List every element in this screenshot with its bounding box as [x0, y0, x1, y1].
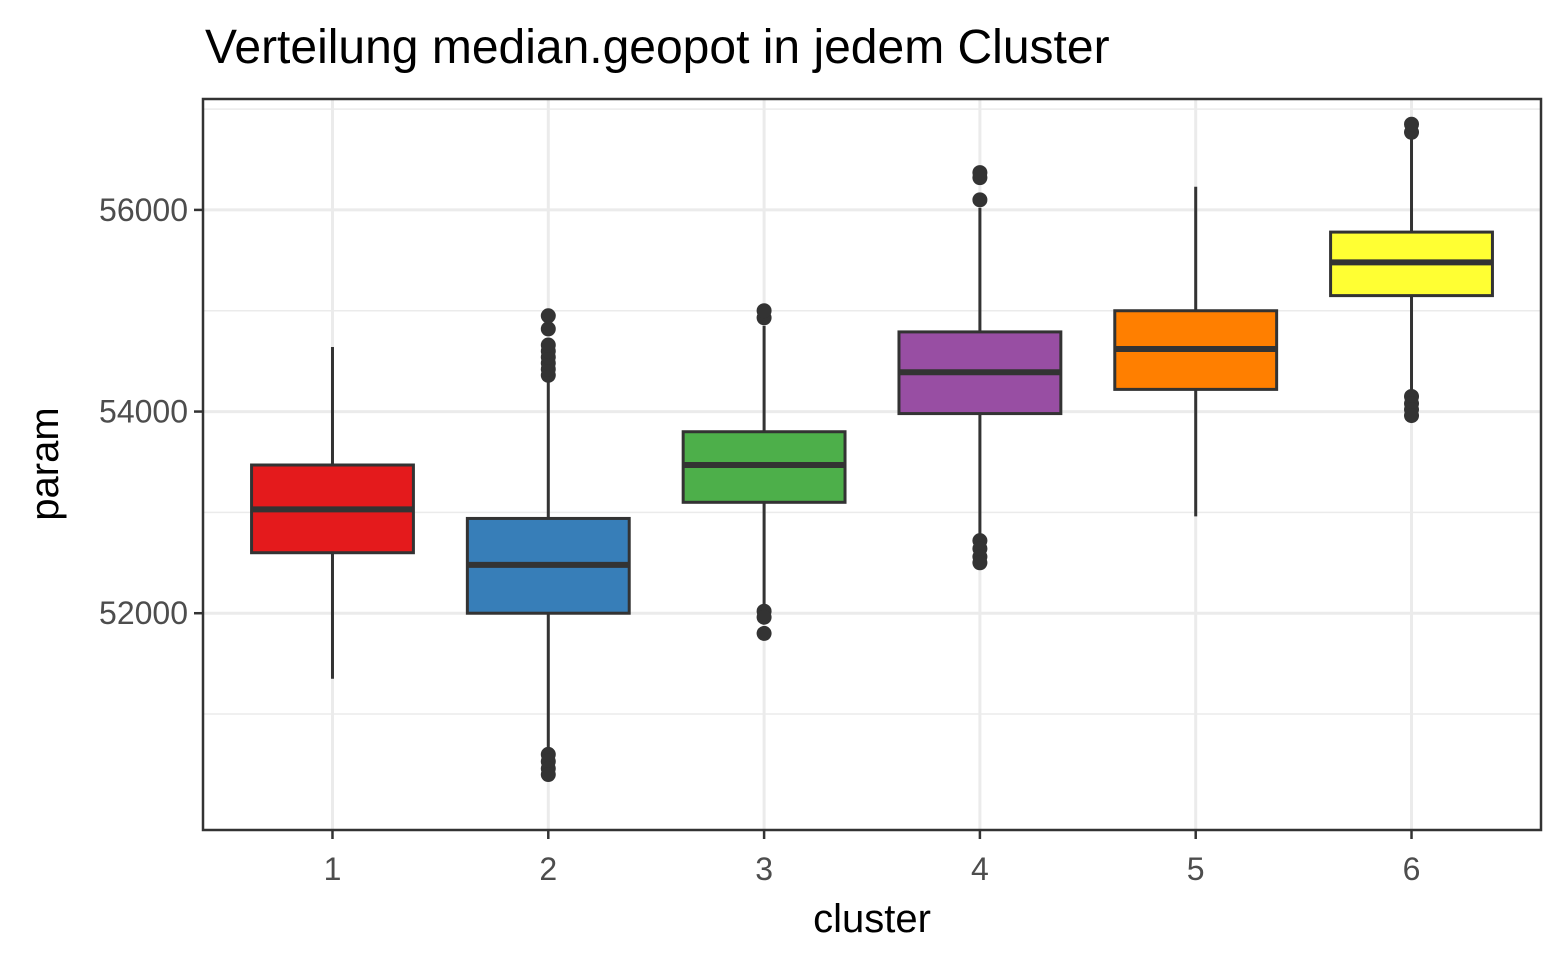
- outlier-point: [1404, 408, 1420, 424]
- outlier-point: [540, 321, 556, 337]
- outlier-point: [972, 555, 988, 571]
- box-cluster-6: [1329, 116, 1494, 424]
- outlier-point: [756, 625, 772, 641]
- axis-layer: 52000 54000 56000 1 2 3 4 5 6: [99, 192, 1420, 887]
- x-axis-title: cluster: [813, 897, 931, 941]
- x-tick-label: 3: [755, 851, 773, 887]
- x-tick-label: 1: [324, 851, 342, 887]
- outlier-point: [1404, 116, 1420, 132]
- box-cluster-5: [1113, 186, 1279, 517]
- outlier-point: [540, 767, 556, 783]
- box-cluster-3: [681, 303, 847, 641]
- y-tick-label: 52000: [99, 595, 188, 631]
- box-cluster-1: [250, 347, 415, 679]
- box-cluster-4: [897, 165, 1063, 571]
- outlier-point: [972, 165, 988, 181]
- plot-panel-border: [201, 97, 1543, 832]
- outlier-point: [756, 609, 772, 625]
- outlier-point: [540, 308, 556, 324]
- x-tick-label: 6: [1403, 851, 1421, 887]
- x-tick-label: 2: [539, 851, 557, 887]
- x-tick-label: 5: [1187, 851, 1205, 887]
- x-tick-label: 4: [971, 851, 989, 887]
- box-cluster-2: [465, 308, 631, 783]
- y-axis-title: param: [23, 407, 67, 520]
- outlier-point: [756, 303, 772, 319]
- outlier-point: [540, 337, 556, 353]
- box-layer: [250, 116, 1494, 783]
- chart-title: Verteilung median.geopot in jedem Cluste…: [205, 21, 1110, 74]
- y-tick-label: 54000: [99, 394, 188, 430]
- outlier-point: [972, 192, 988, 208]
- y-tick-label: 56000: [99, 192, 188, 228]
